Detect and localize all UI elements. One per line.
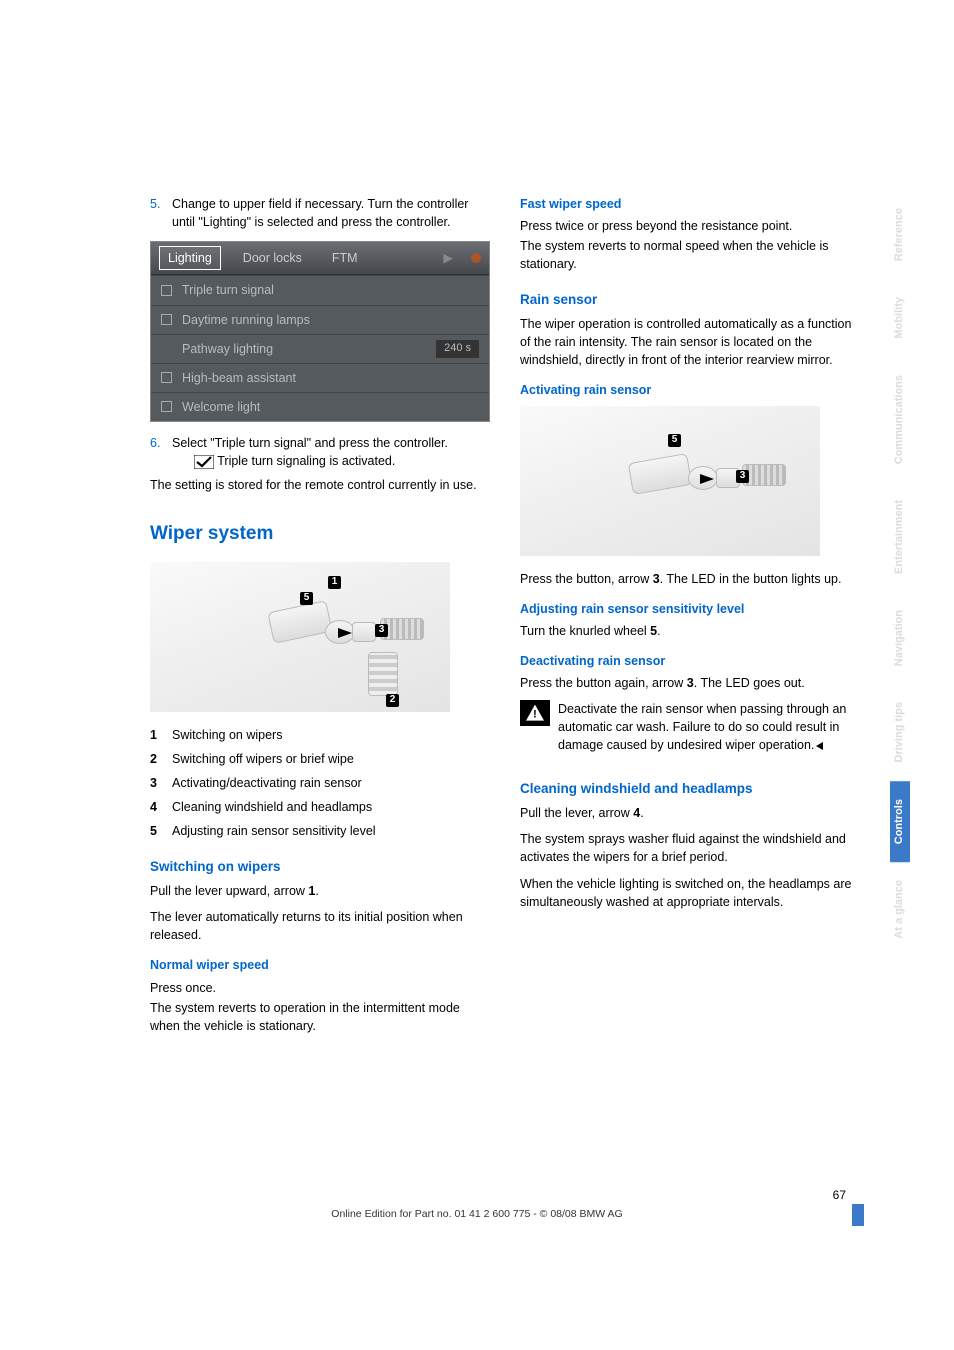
legend-text: Cleaning windshield and headlamps	[172, 798, 490, 816]
adj-p1: Turn the knurled wheel 5.	[520, 622, 860, 640]
row-label: Welcome light	[182, 398, 260, 416]
wiper-lever-figure: 5 3 1 2	[150, 562, 450, 712]
legend-list: 1Switching on wipers2Switching off wiper…	[150, 726, 490, 841]
fig-label-3: 3	[736, 470, 749, 483]
legend-item: 4Cleaning windshield and headlamps	[150, 798, 490, 816]
row-triple-turn[interactable]: Triple turn signal	[151, 275, 489, 304]
lighting-settings-panel: Lighting Door locks FTM ▶ Triple turn si…	[150, 241, 490, 422]
fig-label-5: 5	[300, 592, 313, 605]
row-daytime[interactable]: Daytime running lamps	[151, 305, 489, 334]
tab-door-locks[interactable]: Door locks	[235, 247, 310, 269]
checkbox-icon	[161, 372, 172, 383]
step-text: Select "Triple turn signal" and press th…	[172, 434, 490, 470]
side-tab-driving-tips[interactable]: Driving tips	[890, 684, 910, 781]
warning-block: ! Deactivate the rain sensor when passin…	[520, 700, 860, 762]
tab-lighting[interactable]: Lighting	[159, 246, 221, 270]
heading-wiper-system: Wiper system	[150, 520, 490, 548]
heading-switching-on: Switching on wipers	[150, 857, 490, 877]
legend-item: 2Switching off wipers or brief wipe	[150, 750, 490, 768]
side-tab-reference[interactable]: Reference	[890, 190, 910, 279]
row-label: Pathway lighting	[182, 340, 273, 358]
legend-num: 1	[150, 726, 172, 744]
row-label: High-beam assistant	[182, 369, 296, 387]
switch-on-p2: The lever automatically returns to its i…	[150, 908, 490, 944]
act-p1: Press the button, arrow 3. The LED in th…	[520, 570, 860, 588]
footer-line: Online Edition for Part no. 01 41 2 600 …	[0, 1208, 954, 1220]
checkbox-icon	[161, 401, 172, 412]
heading-deact-rain: Deactivating rain sensor	[520, 652, 860, 670]
heading-fast-speed: Fast wiper speed	[520, 195, 860, 213]
section-tabs-sidebar: ReferenceMobilityCommunicationsEntertain…	[890, 190, 910, 1170]
legend-text: Adjusting rain sensor sensitivity level	[172, 822, 490, 840]
legend-num: 3	[150, 774, 172, 792]
side-tab-controls[interactable]: Controls	[890, 781, 910, 862]
indicator-dot-icon	[471, 253, 481, 263]
legend-text: Switching off wipers or brief wipe	[172, 750, 490, 768]
legend-num: 4	[150, 798, 172, 816]
side-tab-communications[interactable]: Communications	[890, 357, 910, 482]
step-number: 6.	[150, 434, 172, 470]
fig-label-5: 5	[668, 434, 681, 447]
end-marker-icon	[816, 742, 823, 750]
legend-text: Activating/deactivating rain sensor	[172, 774, 490, 792]
legend-item: 3Activating/deactivating rain sensor	[150, 774, 490, 792]
heading-normal-speed: Normal wiper speed	[150, 956, 490, 974]
checkbox-icon	[161, 314, 172, 325]
rain-p1: The wiper operation is controlled automa…	[520, 315, 860, 369]
right-column: Fast wiper speed Press twice or press be…	[520, 195, 860, 1043]
side-tab-navigation[interactable]: Navigation	[890, 592, 910, 684]
fast-p1: Press twice or press beyond the resistan…	[520, 217, 860, 235]
legend-item: 5Adjusting rain sensor sensitivity level	[150, 822, 490, 840]
page-number: 67	[833, 1188, 846, 1202]
fig-label-3: 3	[375, 624, 388, 637]
row-label: Triple turn signal	[182, 281, 274, 299]
clean-p3: When the vehicle lighting is switched on…	[520, 875, 860, 911]
warning-text: Deactivate the rain sensor when passing …	[558, 700, 860, 754]
page-content: 5. Change to upper field if necessary. T…	[150, 195, 870, 1043]
legend-item: 1Switching on wipers	[150, 726, 490, 744]
checkbox-icon	[161, 285, 172, 296]
clean-p1: Pull the lever, arrow 4.	[520, 804, 860, 822]
row-value: 240 s	[436, 340, 479, 358]
warning-icon: !	[520, 700, 550, 726]
step-5: 5. Change to upper field if necessary. T…	[150, 195, 490, 231]
side-tab-entertainment[interactable]: Entertainment	[890, 482, 910, 592]
normal-p1: Press once.	[150, 979, 490, 997]
row-pathway[interactable]: Pathway lighting 240 s	[151, 334, 489, 363]
fig-label-2: 2	[386, 694, 399, 707]
scroll-right-icon[interactable]: ▶	[443, 249, 453, 267]
normal-p2: The system reverts to operation in the i…	[150, 999, 490, 1035]
heading-rain-sensor: Rain sensor	[520, 290, 860, 310]
step-number: 5.	[150, 195, 172, 231]
deact-p1: Press the button again, arrow 3. The LED…	[520, 674, 860, 692]
remote-note: The setting is stored for the remote con…	[150, 476, 490, 494]
switch-on-p1: Pull the lever upward, arrow 1.	[150, 882, 490, 900]
fig-label-1: 1	[328, 576, 341, 589]
legend-text: Switching on wipers	[172, 726, 490, 744]
row-highbeam[interactable]: High-beam assistant	[151, 363, 489, 392]
step-text: Change to upper field if necessary. Turn…	[172, 195, 490, 231]
heading-clean-windshield: Cleaning windshield and headlamps	[520, 779, 860, 799]
checkmark-icon	[194, 455, 214, 469]
heading-activating-rain: Activating rain sensor	[520, 381, 860, 399]
legend-num: 2	[150, 750, 172, 768]
tab-ftm[interactable]: FTM	[324, 247, 366, 269]
fast-p2: The system reverts to normal speed when …	[520, 237, 860, 273]
row-welcome[interactable]: Welcome light	[151, 392, 489, 421]
heading-adjust-rain: Adjusting rain sensor sensitivity level	[520, 600, 860, 618]
panel-tabs: Lighting Door locks FTM ▶	[151, 242, 489, 275]
side-tab-mobility[interactable]: Mobility	[890, 279, 910, 357]
step-6: 6. Select "Triple turn signal" and press…	[150, 434, 490, 470]
legend-num: 5	[150, 822, 172, 840]
rain-sensor-figure: 5 3	[520, 406, 820, 556]
row-label: Daytime running lamps	[182, 311, 310, 329]
side-tab-at-a-glance[interactable]: At a glance	[890, 862, 910, 957]
clean-p2: The system sprays washer fluid against t…	[520, 830, 860, 866]
left-column: 5. Change to upper field if necessary. T…	[150, 195, 490, 1043]
